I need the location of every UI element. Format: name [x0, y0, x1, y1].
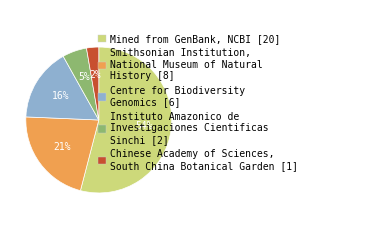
Wedge shape	[26, 117, 99, 191]
Text: 2%: 2%	[89, 70, 101, 80]
Text: 21%: 21%	[54, 142, 71, 152]
Text: 16%: 16%	[51, 91, 69, 101]
Text: 5%: 5%	[78, 72, 90, 82]
Wedge shape	[63, 48, 99, 120]
Text: 54%: 54%	[135, 121, 152, 131]
Wedge shape	[26, 56, 99, 120]
Wedge shape	[87, 47, 99, 120]
Wedge shape	[81, 47, 172, 193]
Legend: Mined from GenBank, NCBI [20], Smithsonian Institution,
National Museum of Natur: Mined from GenBank, NCBI [20], Smithsoni…	[98, 34, 298, 171]
